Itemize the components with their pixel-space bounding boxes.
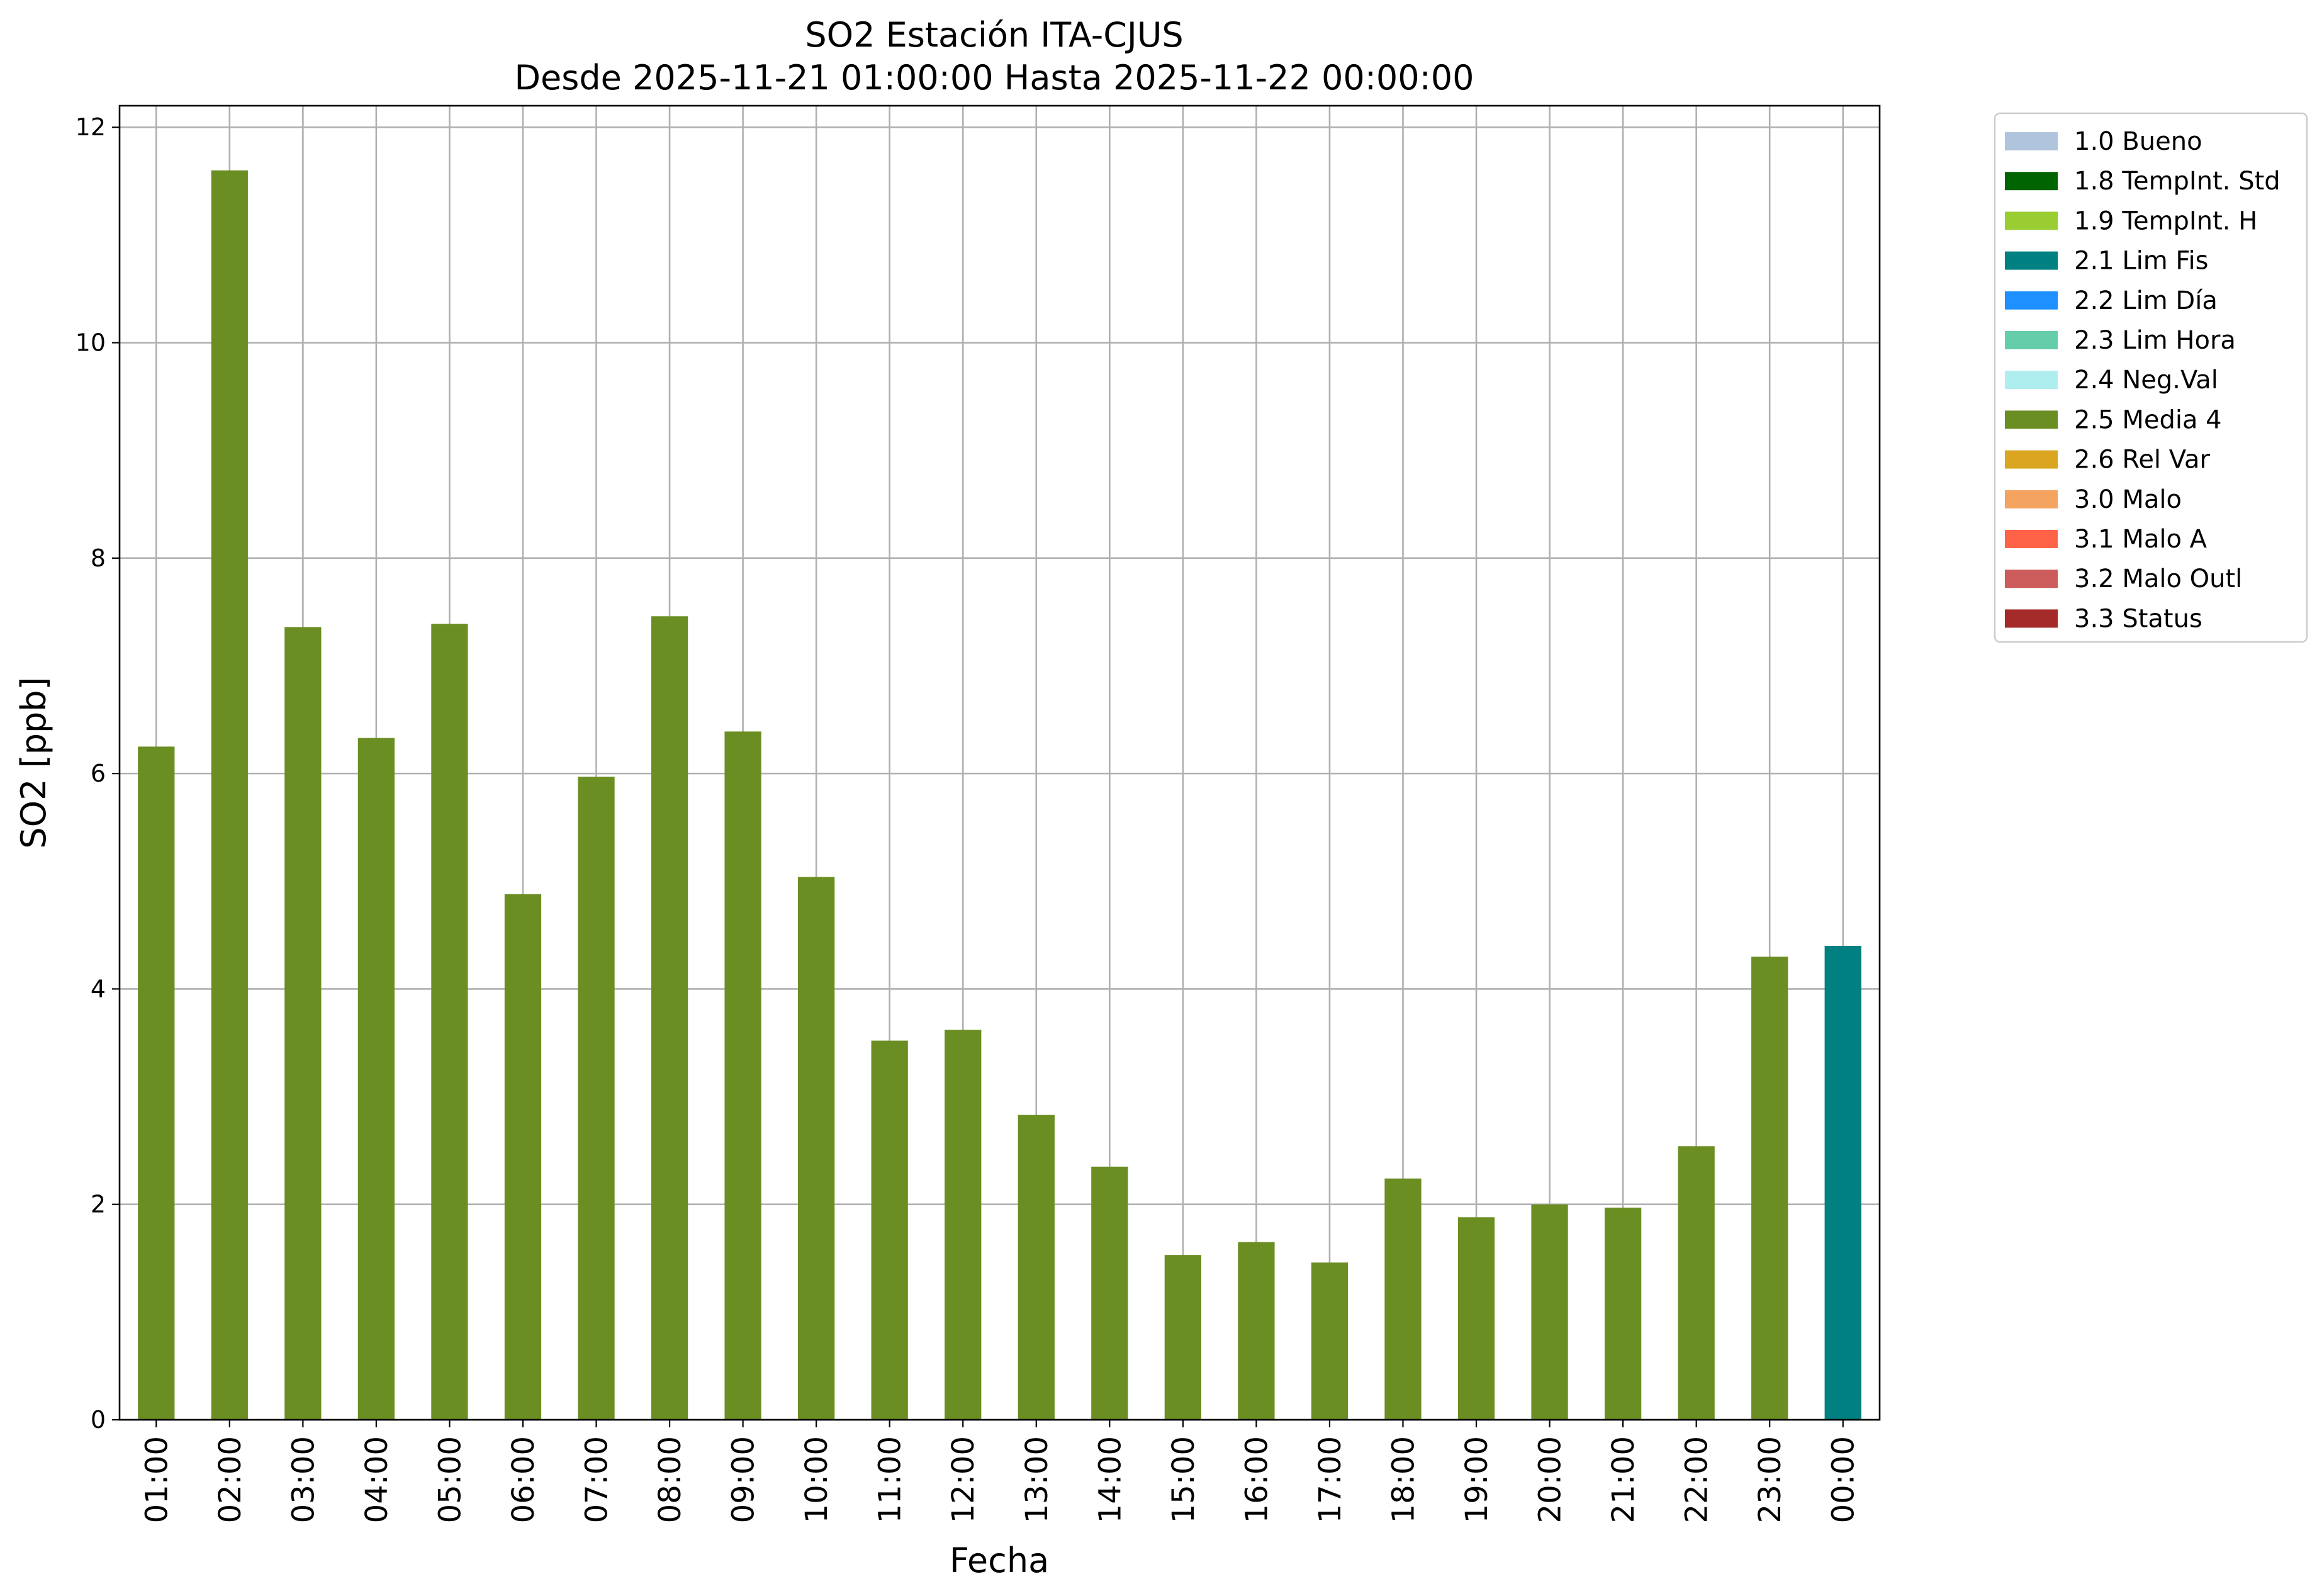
- bar-1900: [1457, 1217, 1495, 1420]
- y-tick-label: 0: [91, 1406, 106, 1434]
- chart-title: SO2 Estación ITA-CJUS: [805, 15, 1183, 55]
- x-tick-label: 00:00: [1826, 1436, 1861, 1523]
- legend-swatch: [2005, 490, 2058, 509]
- legend-swatch: [2005, 211, 2058, 230]
- x-axis-ticks: 01:00 02:00 03:00 04:00 05:00 06:00 07:00 08:00…: [139, 1420, 1861, 1523]
- bar-0000: [1824, 945, 1861, 1420]
- x-tick-label: 22:00: [1680, 1436, 1715, 1523]
- legend-swatch: [2005, 331, 2058, 349]
- legend-swatch: [2005, 450, 2058, 469]
- plot-frame: [118, 104, 1881, 1421]
- x-tick-label: 03:00: [286, 1436, 321, 1523]
- x-tick-label: 19:00: [1459, 1436, 1495, 1523]
- y-tick-label: 10: [76, 329, 106, 357]
- legend-label: 1.0 Bueno: [2074, 127, 2202, 156]
- x-tick-label: 15:00: [1166, 1436, 1201, 1523]
- bar-0600: [504, 894, 542, 1420]
- legend-label: 3.3 Status: [2074, 604, 2202, 633]
- y-tick-label: 12: [76, 113, 106, 141]
- bar-0900: [724, 731, 761, 1420]
- legend-label: 2.1 Lim Fis: [2074, 247, 2208, 276]
- bar-1500: [1164, 1255, 1201, 1420]
- x-tick-label: 06:00: [506, 1436, 541, 1523]
- x-tick-label: 14:00: [1092, 1436, 1128, 1523]
- bar-0300: [284, 627, 322, 1420]
- bar-2000: [1531, 1204, 1568, 1420]
- bar-1100: [871, 1040, 908, 1420]
- x-tick-label: 17:00: [1313, 1436, 1348, 1523]
- bar-1400: [1091, 1166, 1128, 1420]
- x-tick-label: 20:00: [1533, 1436, 1568, 1523]
- bar-0500: [431, 624, 468, 1420]
- x-tick-label: 12:00: [946, 1436, 981, 1523]
- bar-0100: [138, 746, 175, 1420]
- y-tick-label: 6: [91, 760, 106, 787]
- legend: 1.0 Bueno 1.8 TempInt. Std 1.9 TempInt. H 2…: [1994, 112, 2308, 643]
- legend-label: 3.0 Malo: [2074, 485, 2182, 514]
- legend-label: 2.2 Lim Día: [2074, 286, 2218, 315]
- x-tick-label: 21:00: [1606, 1436, 1641, 1523]
- bars: [138, 170, 1861, 1420]
- y-tick-label: 2: [91, 1191, 106, 1218]
- legend-label: 1.9 TempInt. H: [2074, 206, 2257, 235]
- legend-swatch: [2005, 132, 2058, 150]
- x-tick-label: 18:00: [1386, 1436, 1421, 1523]
- x-tick-label: 04:00: [359, 1436, 395, 1523]
- legend-swatch: [2005, 530, 2058, 548]
- legend-label: 2.5 Media 4: [2074, 405, 2222, 434]
- bar-1600: [1238, 1242, 1275, 1420]
- bar-0200: [211, 170, 248, 1420]
- legend-label: 2.4 Neg.Val: [2074, 366, 2218, 395]
- legend-swatch: [2005, 609, 2058, 628]
- bar-0800: [651, 616, 688, 1420]
- bar-0700: [578, 777, 615, 1420]
- legend-box: [1994, 112, 2308, 643]
- legend-label: 3.1 Malo A: [2074, 525, 2208, 554]
- legend-swatch: [2005, 251, 2058, 270]
- y-tick-label: 8: [91, 544, 106, 572]
- bar-1000: [798, 877, 835, 1420]
- x-tick-label: 23:00: [1753, 1436, 1788, 1523]
- x-tick-label: 02:00: [213, 1436, 248, 1523]
- x-tick-label: 08:00: [653, 1436, 688, 1523]
- y-axis-label: SO2 [ppb]: [14, 677, 53, 848]
- chart-subtitle: Desde 2025-11-21 01:00:00 Hasta 2025-11-…: [514, 58, 1474, 98]
- legend-swatch: [2005, 291, 2058, 310]
- x-tick-label: 07:00: [580, 1436, 615, 1523]
- bar-1700: [1311, 1262, 1349, 1420]
- bar-1300: [1018, 1115, 1055, 1420]
- bar-2200: [1678, 1146, 1715, 1420]
- y-tick-label: 4: [91, 975, 106, 1003]
- x-tick-label: 13:00: [1019, 1436, 1055, 1523]
- x-tick-label: 11:00: [873, 1436, 908, 1523]
- x-tick-label: 09:00: [726, 1436, 761, 1523]
- legend-label: 2.6 Rel Var: [2074, 446, 2211, 475]
- legend-swatch: [2005, 172, 2058, 191]
- legend-swatch: [2005, 371, 2058, 390]
- bar-0400: [357, 738, 395, 1420]
- x-axis-label: Fecha: [950, 1541, 1049, 1580]
- bar-2100: [1604, 1207, 1642, 1420]
- bar-1800: [1384, 1178, 1422, 1420]
- legend-label: 3.2 Malo Outl: [2074, 565, 2242, 593]
- x-tick-label: 16:00: [1239, 1436, 1274, 1523]
- bar-2300: [1751, 957, 1788, 1420]
- y-axis-ticks: 0 2 4 6 8 10 12: [76, 113, 120, 1434]
- legend-label: 2.3 Lim Hora: [2074, 326, 2236, 355]
- legend-swatch: [2005, 570, 2058, 588]
- legend-label: 1.8 TempInt. Std: [2074, 167, 2281, 196]
- x-tick-label: 05:00: [432, 1436, 468, 1523]
- bar-1200: [945, 1030, 982, 1420]
- legend-swatch: [2005, 410, 2058, 429]
- x-tick-label: 01:00: [139, 1436, 174, 1523]
- x-tick-label: 10:00: [799, 1436, 834, 1523]
